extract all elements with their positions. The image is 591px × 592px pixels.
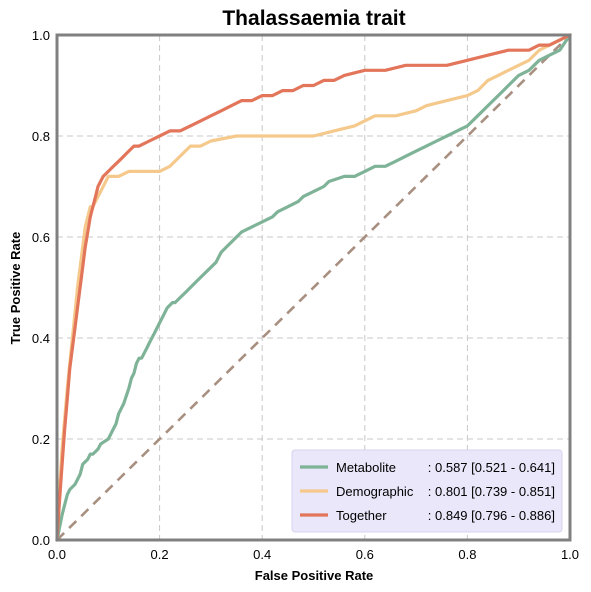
- y-axis-label: True Positive Rate: [8, 232, 23, 345]
- legend: Metabolite : 0.587 [0.521 - 0.641] Demogra…: [291, 449, 563, 533]
- series-line-demographic: [55, 33, 572, 542]
- x-tick-label: 0.8: [458, 547, 476, 562]
- legend-box: [291, 449, 563, 533]
- series-layer: [55, 33, 572, 542]
- y-tick-label: 0.2: [32, 432, 50, 447]
- y-tick-label: 0.6: [32, 230, 50, 245]
- legend-series-stats: : 0.849 [0.796 - 0.886]: [428, 508, 555, 523]
- series-line-together: [55, 33, 572, 542]
- legend-series-name: Demographic: [336, 484, 414, 499]
- diagonal-line: [56, 34, 571, 541]
- x-tick-label: 1.0: [561, 547, 579, 562]
- legend-series-name: Together: [336, 508, 387, 523]
- legend-series-stats: : 0.801 [0.739 - 0.851]: [428, 484, 555, 499]
- y-tick-label: 1.0: [32, 28, 50, 43]
- y-tick-label: 0.0: [32, 533, 50, 548]
- x-tick-label: 0.4: [253, 547, 271, 562]
- chart-title: Thalassaemia trait: [222, 7, 405, 30]
- legend-series-stats: : 0.587 [0.521 - 0.641]: [428, 460, 555, 475]
- x-tick-label: 0.2: [151, 547, 169, 562]
- tick-labels: 0.0 0.2 0.4 0.6 0.8 1.0 0.0 0.2 0.4 0.6 0.8 1.0: [32, 28, 579, 562]
- y-tick-label: 0.4: [32, 331, 50, 346]
- x-tick-label: 0.0: [48, 547, 66, 562]
- x-tick-label: 0.6: [356, 547, 374, 562]
- diagonal-reference: [56, 34, 571, 541]
- series-line-metabolite: [55, 33, 572, 542]
- x-axis-label: False Positive Rate: [255, 568, 374, 583]
- y-tick-label: 0.8: [32, 129, 50, 144]
- legend-series-name: Metabolite: [336, 460, 396, 475]
- plot-frame: [55, 33, 572, 542]
